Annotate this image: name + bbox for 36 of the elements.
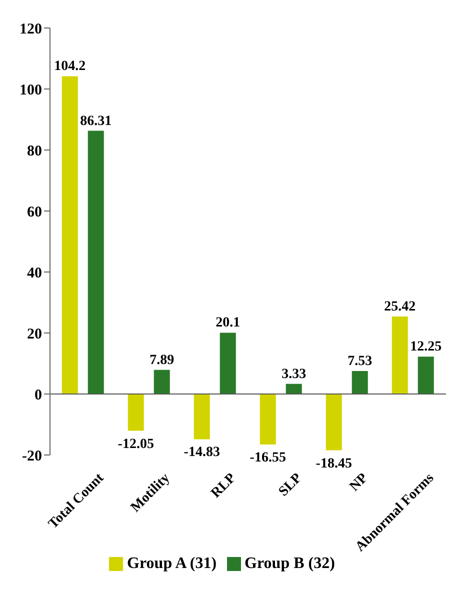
bar	[128, 394, 144, 431]
legend-label: Group A (31)	[127, 555, 217, 572]
y-tick-label: 120	[20, 21, 42, 38]
y-tick-label: 100	[20, 82, 42, 98]
bar	[62, 76, 78, 394]
bar	[418, 356, 434, 394]
data-label: 12.25	[410, 340, 442, 355]
x-tick-label: SLP	[276, 470, 306, 500]
y-tick-label: 40	[27, 265, 42, 282]
y-tick-label: 20	[27, 326, 42, 342]
data-label: 3.33	[282, 366, 306, 382]
data-label: 7.53	[348, 354, 372, 370]
data-label: 20.1	[216, 316, 240, 331]
data-label: 86.31	[80, 114, 112, 129]
bar	[286, 384, 302, 394]
bar	[154, 370, 170, 394]
y-tick-label: -20	[22, 448, 42, 464]
y-tick-label: 0	[34, 387, 42, 404]
data-label: -16.55	[250, 450, 286, 466]
x-tick-label: NP	[347, 470, 372, 495]
bar	[194, 394, 210, 440]
bar	[88, 130, 104, 394]
bar	[260, 394, 276, 444]
y-tick-label: 80	[27, 143, 42, 160]
data-label: -14.83	[184, 445, 220, 460]
data-label: 104.2	[54, 59, 86, 74]
y-tick-label: 60	[27, 204, 42, 220]
bar	[326, 394, 342, 450]
bar	[352, 371, 368, 394]
data-label: -18.45	[316, 456, 352, 472]
bar	[392, 316, 408, 394]
data-label: -12.05	[118, 436, 154, 452]
data-label: 7.89	[150, 352, 174, 368]
legend-label: Group B (32)	[244, 555, 335, 572]
data-label: 25.42	[384, 299, 416, 314]
bar	[220, 332, 236, 394]
